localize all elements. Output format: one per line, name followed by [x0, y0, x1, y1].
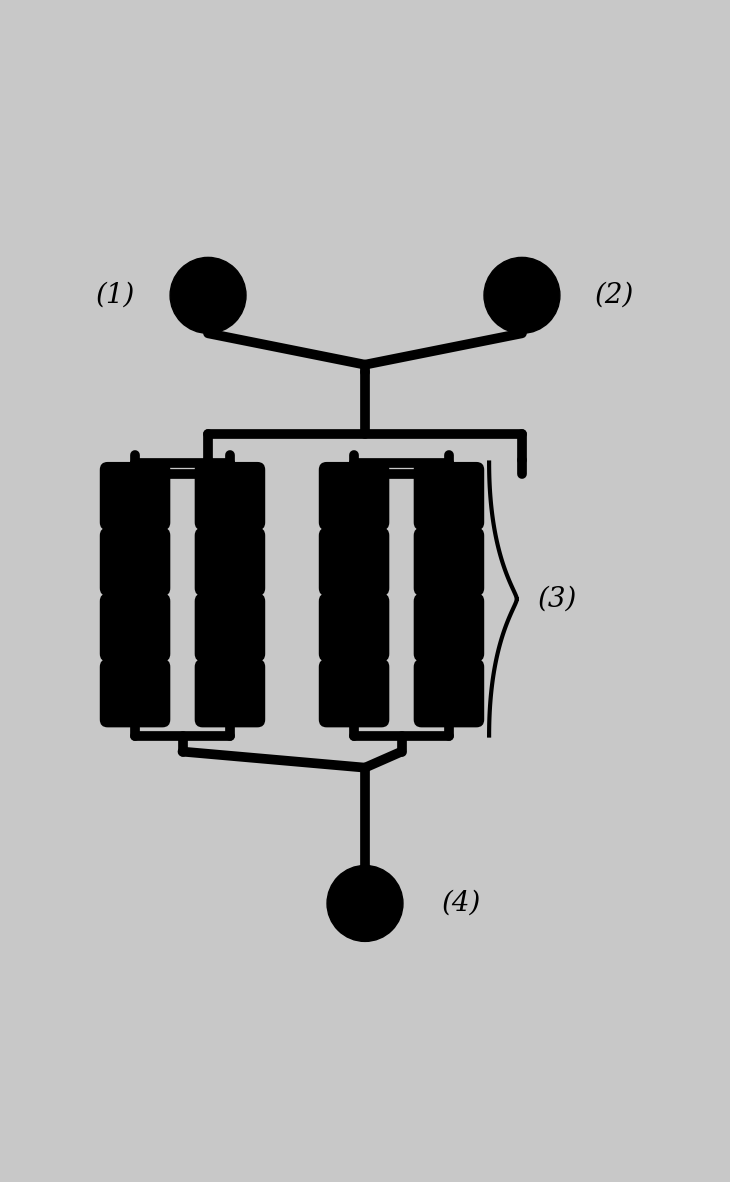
FancyBboxPatch shape: [216, 519, 244, 539]
Text: (4): (4): [442, 890, 481, 917]
Circle shape: [170, 258, 246, 333]
FancyBboxPatch shape: [414, 593, 484, 662]
FancyBboxPatch shape: [340, 651, 368, 670]
FancyBboxPatch shape: [319, 660, 389, 727]
FancyBboxPatch shape: [319, 593, 389, 662]
FancyBboxPatch shape: [121, 651, 149, 670]
Circle shape: [484, 258, 560, 333]
FancyBboxPatch shape: [100, 462, 170, 531]
Text: (1): (1): [96, 281, 135, 309]
FancyBboxPatch shape: [195, 527, 265, 596]
FancyBboxPatch shape: [121, 519, 149, 539]
FancyBboxPatch shape: [100, 660, 170, 727]
Text: (3): (3): [537, 585, 577, 612]
FancyBboxPatch shape: [319, 527, 389, 596]
Text: (2): (2): [595, 281, 634, 309]
FancyBboxPatch shape: [216, 651, 244, 670]
FancyBboxPatch shape: [100, 593, 170, 662]
FancyBboxPatch shape: [195, 462, 265, 531]
FancyBboxPatch shape: [195, 593, 265, 662]
FancyBboxPatch shape: [435, 519, 463, 539]
FancyBboxPatch shape: [100, 527, 170, 596]
FancyBboxPatch shape: [216, 585, 244, 604]
FancyBboxPatch shape: [414, 527, 484, 596]
FancyBboxPatch shape: [340, 519, 368, 539]
FancyBboxPatch shape: [435, 585, 463, 604]
FancyBboxPatch shape: [414, 462, 484, 531]
FancyBboxPatch shape: [319, 462, 389, 531]
FancyBboxPatch shape: [195, 660, 265, 727]
FancyBboxPatch shape: [121, 585, 149, 604]
FancyBboxPatch shape: [435, 651, 463, 670]
FancyBboxPatch shape: [340, 585, 368, 604]
FancyBboxPatch shape: [414, 660, 484, 727]
Circle shape: [327, 865, 403, 941]
